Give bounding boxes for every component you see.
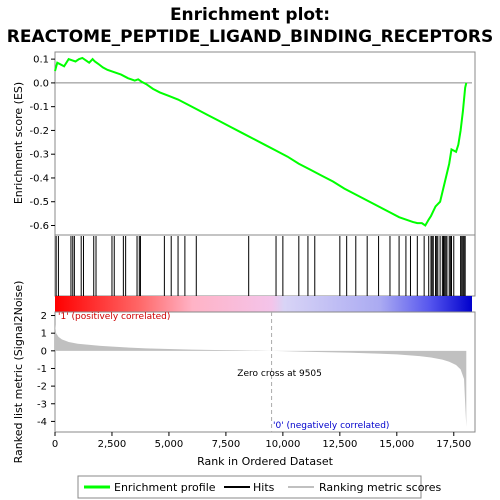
metric-y-tick-label: 1 — [41, 329, 47, 340]
ranking-metric-panel: 2 1 0 -1 -2 -3 -4 0 2,500 5,000 7,500 10,000 12,500… — [12, 281, 476, 468]
es-y-tick-label: 0.1 — [33, 55, 49, 66]
zero-cross-label: Zero cross at 9505 — [237, 369, 322, 379]
ranking-heat-bar — [55, 296, 472, 312]
legend-hits-label: Hits — [253, 481, 275, 494]
es-y-tick-label: -0.5 — [29, 197, 49, 208]
es-panel: 0.1 0.0 -0.1 -0.2 -0.3 -0.4 -0.5 -0.6 Enrichmen… — [12, 51, 476, 236]
hits-panel-frame — [54, 234, 476, 297]
legend-metric-label: Ranking metric scores — [319, 481, 441, 494]
x-tick-label: 17,500 — [436, 439, 471, 450]
x-tick-label: 15,000 — [379, 439, 414, 450]
legend-profile-label: Enrichment profile — [114, 481, 216, 494]
metric-y-tick-label: -1 — [37, 364, 47, 375]
heat-gradient — [55, 296, 472, 312]
hits-panel — [54, 234, 476, 297]
es-y-tick-label: -0.4 — [29, 173, 49, 184]
metric-y-tick-label: -3 — [37, 399, 47, 410]
enrichment-profile-line — [54, 56, 468, 227]
metric-y-tick-label: -2 — [37, 382, 47, 393]
es-panel-frame — [54, 51, 476, 236]
legend: Enrichment profile Hits Ranking metric s… — [77, 475, 441, 499]
metric-y-tick-label: -4 — [37, 417, 47, 428]
metric-y-tick-label: 2 — [41, 311, 47, 322]
es-y-axis-label: Enrichment score (ES) — [12, 82, 25, 204]
x-tick-label: 10,000 — [265, 439, 300, 450]
x-tick-label: 2,500 — [98, 439, 127, 450]
es-y-tick-label: -0.2 — [29, 126, 49, 137]
negative-correlation-label: '0' (negatively correlated) — [273, 421, 389, 431]
x-tick-label: 0 — [52, 439, 58, 450]
es-y-tick-label: -0.1 — [29, 102, 49, 113]
metric-panel-frame — [54, 311, 476, 433]
ranking-metric-area — [55, 324, 467, 427]
x-tick-label: 7,500 — [212, 439, 241, 450]
es-y-tick-label: 0.0 — [33, 78, 49, 89]
chart-title-line-2: REACTOME_PEPTIDE_LIGAND_BINDING_RECEPTOR… — [7, 27, 493, 47]
es-y-tick-label: -0.6 — [29, 221, 49, 232]
x-tick-label: 12,500 — [322, 439, 357, 450]
positive-correlation-label: '1' (positively correlated) — [58, 312, 170, 322]
x-tick-label: 5,000 — [155, 439, 184, 450]
chart-title-line-1: Enrichment plot: — [170, 5, 330, 25]
es-y-tick-label: -0.3 — [29, 150, 49, 161]
metric-y-tick-label: 0 — [41, 346, 47, 357]
metric-y-axis-label: Ranked list metric (Signal2Noise) — [12, 281, 25, 464]
x-axis-label: Rank in Ordered Dataset — [197, 455, 334, 468]
